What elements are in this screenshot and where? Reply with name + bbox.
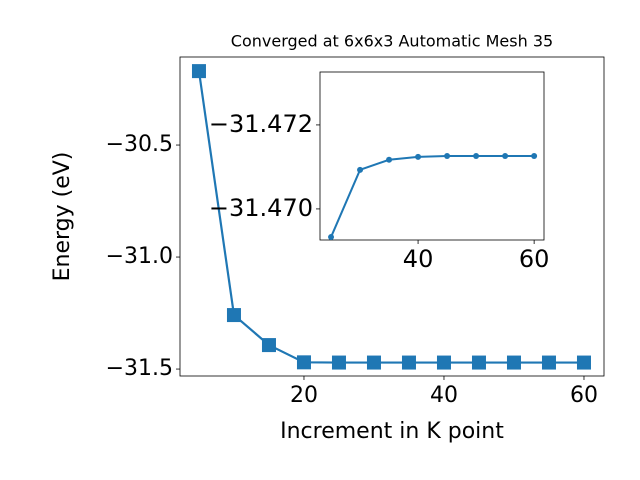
data-marker [357,166,364,173]
data-marker [366,355,381,370]
y-tick-label: −31.5 [106,356,173,381]
data-marker [191,64,206,79]
data-marker [541,355,556,370]
x-tick-label: 20 [290,383,318,408]
x-tick-label: 40 [403,245,434,273]
y-tick-label: −31.470 [209,194,313,222]
y-tick-label: −30.5 [106,132,173,157]
data-marker [506,355,521,370]
y-tick-label: −31.472 [209,110,313,138]
data-marker [328,234,335,241]
x-tick-label: 60 [570,383,598,408]
y-tick-label: −31.0 [106,244,173,269]
data-marker [444,153,451,159]
data-marker [502,153,509,159]
data-marker [401,355,416,370]
chart-title: Converged at 6x6x3 Automatic Mesh 35 [231,32,553,51]
y-axis-label: Energy (eV) [50,152,75,282]
x-tick-label: 40 [430,383,458,408]
data-marker [576,355,591,370]
data-marker [261,338,276,353]
data-marker [436,355,451,370]
data-marker [296,355,311,370]
data-marker [386,156,393,163]
x-tick-label: 60 [519,245,550,273]
data-marker [415,153,422,160]
data-marker [471,355,486,370]
data-line [330,155,535,238]
data-marker [473,153,480,159]
x-axis-label: Increment in K point [280,419,504,444]
data-marker [531,153,538,159]
data-marker [226,308,241,323]
data-marker [331,355,346,370]
